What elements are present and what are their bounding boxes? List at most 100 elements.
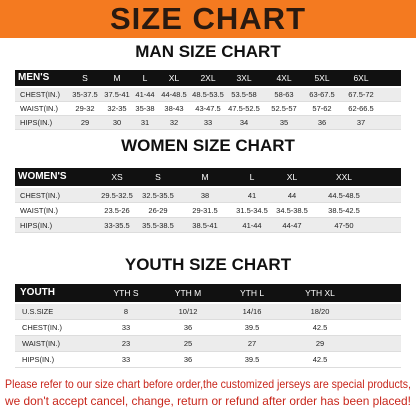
- cell: 33: [121, 323, 131, 332]
- cell: 18/20: [310, 307, 330, 316]
- cell: 41: [247, 190, 257, 200]
- header-cell: XL: [168, 73, 180, 83]
- section-title: YOUTH SIZE CHART: [124, 255, 292, 274]
- row-bg: [15, 352, 401, 368]
- cell: 31.5-34.5: [236, 205, 268, 215]
- cell: 53.5-58: [231, 90, 257, 99]
- cell: 29: [315, 339, 325, 348]
- row-bg: [15, 304, 401, 320]
- header-cell: M: [113, 73, 121, 83]
- cell: 44-47: [282, 220, 302, 230]
- row-bg: [15, 203, 401, 218]
- cell: 42.5: [312, 323, 328, 332]
- cell: 32-35: [107, 104, 127, 113]
- cell: 32: [169, 118, 179, 127]
- cell: 36: [183, 355, 193, 364]
- row-label: CHEST(IN.): [20, 90, 60, 99]
- cell: 35.5-38.5: [142, 220, 174, 230]
- cell: 26-29: [148, 205, 168, 215]
- cell: 29-31.5: [192, 205, 218, 215]
- cell: 34: [239, 118, 249, 127]
- row-bg: [15, 102, 401, 116]
- title: SIZE CHART: [110, 1, 306, 36]
- cell: 41-44: [242, 220, 262, 230]
- header-cell: YTH M: [174, 288, 202, 298]
- header-cell: XS: [111, 172, 123, 182]
- cell: 29-32: [75, 104, 95, 113]
- cell: 62-66.5: [348, 104, 374, 113]
- header-label: MEN'S: [18, 72, 50, 83]
- cell: 44-48.5: [161, 90, 187, 99]
- header-label: YOUTH: [20, 287, 55, 298]
- cell: 34.5-38.5: [276, 205, 308, 215]
- header-cell: S: [155, 172, 161, 182]
- cell: 47-50: [334, 220, 354, 230]
- cell: 39.5: [244, 323, 260, 332]
- cell: 29: [80, 118, 90, 127]
- cell: 42.5: [312, 355, 328, 364]
- cell: 39.5: [244, 355, 260, 364]
- cell: 27: [247, 339, 257, 348]
- cell: 8: [123, 307, 129, 316]
- cell: 44: [287, 190, 297, 200]
- cell: 48.5-53.5: [192, 90, 224, 99]
- row-label: HIPS(IN.): [20, 118, 53, 127]
- cell: 31: [140, 118, 150, 127]
- cell: 57-62: [312, 104, 332, 113]
- row-label: HIPS(IN.): [20, 220, 53, 230]
- row-label: WAIST(IN.): [20, 205, 59, 215]
- row-label: CHEST(IN.): [22, 323, 62, 332]
- cell: 38-43: [164, 104, 184, 113]
- row-label: U.S.SIZE: [22, 307, 54, 316]
- header-row: [15, 168, 401, 186]
- cell: 35-38: [135, 104, 155, 113]
- row-bg: [15, 218, 401, 233]
- header-cell: XXL: [335, 172, 353, 182]
- cell: 47.5-52.5: [228, 104, 260, 113]
- cell: 41-44: [135, 90, 155, 99]
- header-cell: L: [142, 73, 148, 83]
- cell: 38: [200, 190, 210, 200]
- cell: 44.5-48.5: [328, 190, 360, 200]
- cell: 58-63: [274, 90, 294, 99]
- header-band: [0, 0, 416, 38]
- cell: 29.5-32.5: [101, 190, 133, 200]
- header-label: WOMEN'S: [18, 171, 67, 182]
- row-bg: [15, 188, 401, 203]
- cell: 38.5-42.5: [328, 205, 360, 215]
- cell: 43-47.5: [195, 104, 221, 113]
- header-cell: YTH XL: [305, 288, 335, 298]
- cell: 33-35.5: [104, 220, 130, 230]
- row-bg: [15, 336, 401, 352]
- cell: 37.5-41: [104, 90, 130, 99]
- cell: 37: [356, 118, 366, 127]
- cell: 36: [183, 323, 193, 332]
- header-cell: 5XL: [314, 73, 330, 83]
- cell: 25: [183, 339, 193, 348]
- row-label: HIPS(IN.): [22, 355, 55, 364]
- row-label: WAIST(IN.): [22, 339, 61, 348]
- cell: 36: [317, 118, 327, 127]
- footer-line: Please refer to our size chart before or…: [5, 377, 411, 391]
- cell: 33: [203, 118, 213, 127]
- cell: 35: [279, 118, 289, 127]
- header-cell: M: [201, 172, 209, 182]
- header-row: [15, 284, 401, 302]
- section-title: WOMEN SIZE CHART: [121, 136, 295, 155]
- cell: 23.5-26: [104, 205, 130, 215]
- cell: 14/16: [242, 307, 262, 316]
- cell: 33: [121, 355, 131, 364]
- row-bg: [15, 116, 401, 130]
- footer-line: we don't accept cancel, change, return o…: [5, 394, 411, 408]
- header-cell: XL: [286, 172, 298, 182]
- header-cell: 2XL: [200, 73, 216, 83]
- header-cell: 3XL: [236, 73, 252, 83]
- header-cell: YTH L: [239, 288, 265, 298]
- header-cell: 4XL: [276, 73, 292, 83]
- cell: 23: [121, 339, 131, 348]
- cell: 30: [112, 118, 122, 127]
- cell: 32.5-35.5: [142, 190, 174, 200]
- row-bg: [15, 320, 401, 336]
- cell: 38.5-41: [192, 220, 218, 230]
